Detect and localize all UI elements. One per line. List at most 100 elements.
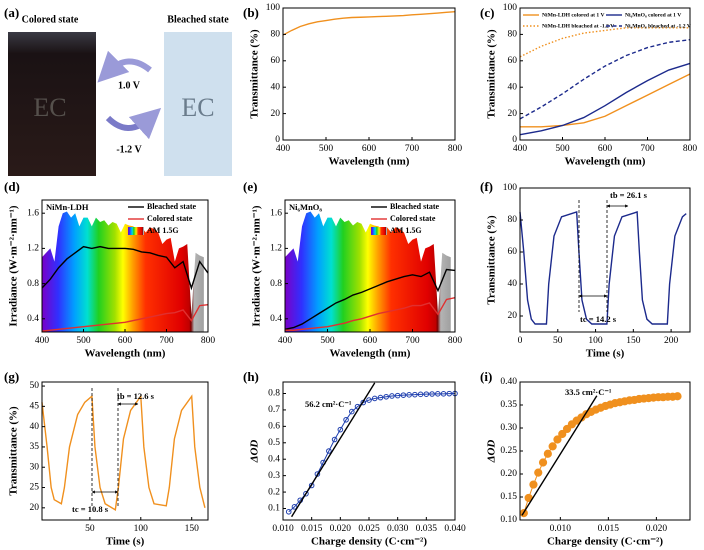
data-line — [520, 73, 691, 128]
y-tick-label: 20 — [30, 503, 40, 513]
x-tick-label: 0.015 — [598, 524, 620, 534]
legend-label: Bleached state — [390, 202, 440, 211]
panel-a: (a) Colored state Bleached state EC EC 1… — [4, 5, 232, 176]
data-point — [429, 391, 435, 397]
data-line — [282, 10, 456, 36]
y-tick-label: 1.6 — [27, 208, 39, 218]
y-tick-label: 0.3 — [268, 471, 280, 481]
data-point — [538, 458, 548, 467]
data-point — [412, 391, 418, 398]
y-tick-label: 1.6 — [270, 208, 282, 218]
x-tick-label: 500 — [76, 336, 91, 346]
y-tick-label: 60 — [508, 56, 518, 66]
y-axis-label: Irradiance (W·m⁻²·nm⁻¹) — [251, 205, 263, 327]
y-tick-label: 0.5 — [268, 438, 280, 448]
y-tick-label: 0.2 — [268, 487, 280, 497]
y-tick-label: 20 — [271, 109, 281, 119]
data-point — [377, 394, 384, 401]
x-tick-label: 0.020 — [646, 524, 668, 534]
chart-panel: (g) 50 100 150 20 25 30 35 40 45 50 Time (s) Transmi… — [4, 369, 209, 548]
annotation: tb = 12.6 s — [117, 391, 155, 401]
x-axis-label: Wavelength (nm) — [330, 348, 411, 360]
chart-panel: (c) 400 500 600 700 800 0 20 40 60 80 100 Wavelength… — [480, 3, 697, 167]
panel-label: (h) — [243, 369, 259, 384]
data-point — [326, 448, 332, 454]
y-tick-label: 0.6 — [268, 422, 280, 432]
chart-panel: (d) 400 500 600 700 800 0.4 0.8 1.2 1.6 Wavelength… — [4, 179, 215, 360]
y-tick-label: 60 — [508, 247, 518, 257]
panel-label: (c) — [480, 5, 494, 20]
y-tick-label: 1.2 — [27, 244, 39, 254]
x-tick-label: 500 — [319, 144, 334, 154]
bleached-state-label: Bleached state — [167, 14, 229, 25]
data-point — [389, 393, 395, 399]
y-tick-label: 0.1 — [268, 504, 280, 514]
x-axis-label: Charge density (C·cm⁻²) — [311, 536, 427, 548]
data-point — [303, 490, 309, 497]
panel-label: (f) — [480, 179, 493, 194]
panel-label: (b) — [243, 5, 259, 20]
x-tick-label: 0.025 — [358, 524, 380, 534]
panel-label: (d) — [4, 179, 20, 194]
chart-panel: (i) 0.010 0.015 0.020 0.10 0.15 0.20 0.25 0.30 0.… — [480, 369, 691, 548]
x-tick-label: 0 — [518, 336, 523, 346]
data-point — [337, 426, 344, 433]
x-axis-label: Charge density (C·cm⁻²) — [547, 536, 663, 548]
y-tick-label: 80 — [508, 215, 518, 225]
data-point — [394, 392, 401, 399]
y-axis-label: ΔOD — [249, 440, 261, 464]
x-tick-label: 700 — [405, 144, 420, 154]
y-tick-label: 100 — [266, 3, 281, 13]
data-point — [534, 468, 543, 477]
legend-label: Ni₆MnO₈ colored at 1 V — [625, 12, 681, 18]
x-axis-label: Time (s) — [586, 348, 625, 360]
legend-swatch — [128, 227, 144, 235]
y-tick-label: 0.25 — [500, 446, 517, 456]
legend-label: AM 1.5G — [390, 226, 422, 235]
arrow — [97, 50, 152, 83]
panel-label: (g) — [4, 369, 19, 384]
annotation: 56.2 cm²·C⁻¹ — [305, 399, 352, 409]
data-point — [383, 393, 390, 400]
y-tick-label: 0.35 — [500, 400, 517, 410]
data-line — [519, 38, 691, 120]
y-tick-label: 80 — [271, 30, 281, 40]
x-axis-label: Wavelength (nm) — [329, 156, 410, 168]
data-point — [673, 392, 682, 401]
x-tick-label: 50 — [85, 524, 95, 534]
y-tick-label: 0.8 — [27, 279, 39, 289]
y-tick-label: 40 — [271, 82, 281, 92]
data-line — [519, 62, 691, 136]
annotation: tb = 26.1 s — [610, 190, 648, 200]
device-text: EC — [33, 93, 66, 122]
panel-label: (i) — [480, 369, 492, 384]
y-tick-label: 50 — [30, 381, 40, 391]
data-point — [558, 429, 567, 439]
y-tick-label: 40 — [508, 82, 518, 92]
y-tick-label: 100 — [503, 3, 518, 13]
data-line — [41, 394, 206, 511]
x-axis-label: Wavelength (nm) — [85, 348, 166, 360]
plot-frame — [282, 7, 456, 141]
annotation: NiMn-LDH — [46, 202, 89, 212]
y-axis-label: Transmittance (%) — [486, 29, 498, 119]
legend-label: NiMn-LDH colored at 1 V — [542, 12, 605, 18]
x-tick-label: 400 — [35, 336, 50, 346]
x-tick-label: 0.020 — [330, 524, 352, 534]
chart-panel: (f) 0 50 100 150 200 20 40 60 80 100 Time (s) Transm… — [480, 179, 691, 360]
x-tick-label: 0.035 — [416, 524, 438, 534]
x-tick-label: 150 — [185, 524, 200, 534]
data-line — [41, 245, 209, 291]
x-tick-label: 600 — [118, 336, 133, 346]
legend-label: Bleached state — [147, 202, 197, 211]
x-tick-label: 500 — [555, 144, 570, 154]
y-tick-label: 0.20 — [500, 469, 517, 479]
data-point — [548, 442, 557, 451]
x-tick-label: 100 — [134, 524, 149, 534]
chart-panel: (e) 400 500 600 700 800 0.4 0.8 1.2 1.6 Wavelength… — [243, 179, 462, 360]
legend-swatch — [371, 227, 387, 235]
colored-device — [8, 32, 96, 176]
bleached-device — [164, 32, 232, 176]
y-tick-label: 25 — [30, 483, 40, 493]
plot-frame — [41, 381, 209, 521]
